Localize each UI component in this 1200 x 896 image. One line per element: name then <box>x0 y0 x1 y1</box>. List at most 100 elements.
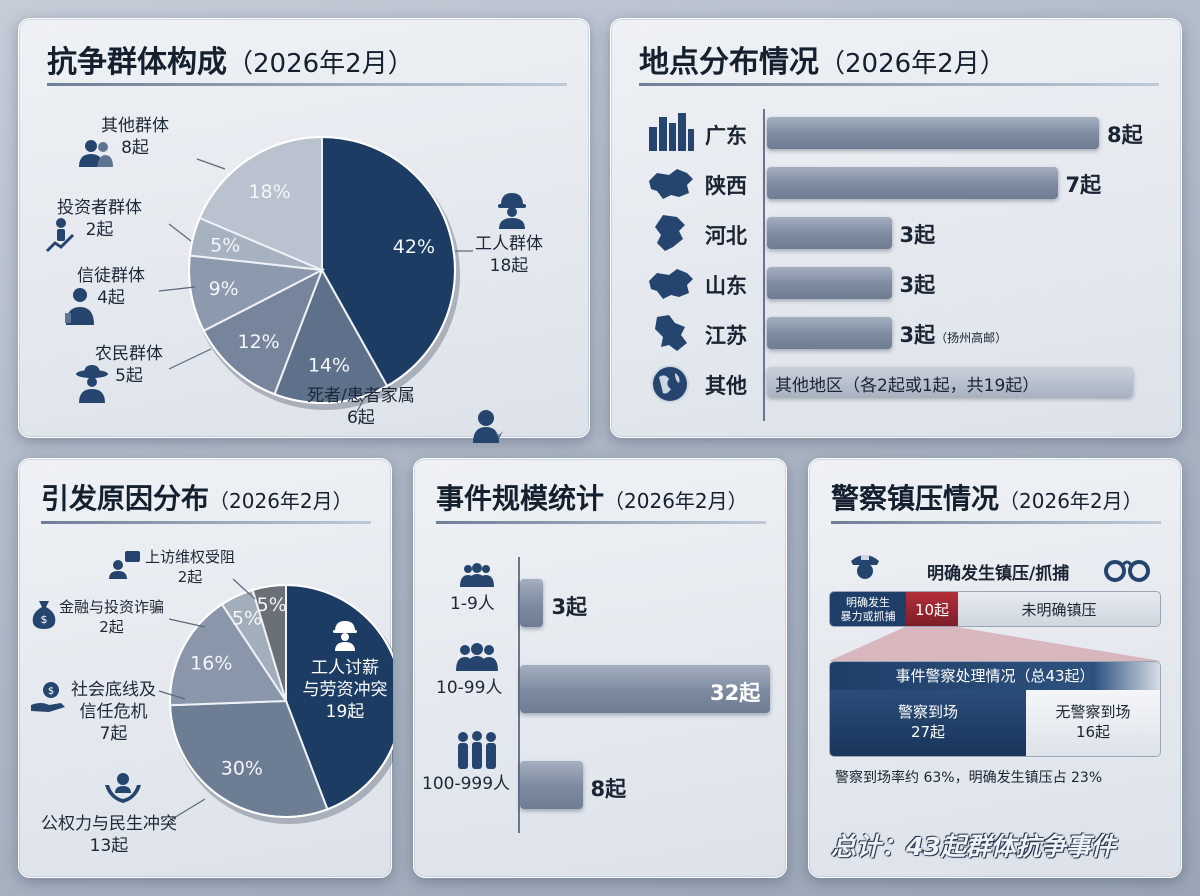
causes-pie-pct-4: 5% <box>257 594 287 616</box>
composition-panel: 抗争群体构成（2026年2月） 42% 14% 12% 9% 5% 18% 工人群体 18… <box>18 18 590 443</box>
connector-wedge <box>829 627 1161 661</box>
causes-title-sub: （2026年2月） <box>209 489 353 513</box>
scale-count-large: 8起 <box>590 777 627 801</box>
label-others-count: 8起 <box>121 138 149 158</box>
label-farmers-name: 农民群体 <box>95 344 163 364</box>
composition-pie-pct-2: 12% <box>237 331 279 353</box>
scale-count-small: 3起 <box>551 595 588 619</box>
cause-public-count: 13起 <box>89 836 129 856</box>
region-label-shaanxi: 陕西 <box>705 174 747 198</box>
police-title-sub: （2026年2月） <box>999 489 1143 513</box>
causes-pie-pct-3: 5% <box>232 608 262 630</box>
causes-leader-0 <box>168 798 206 822</box>
hebei-map-icon <box>655 215 685 251</box>
region-bar-hebei <box>767 217 892 249</box>
region-count-hebei: 3起 <box>899 223 936 247</box>
hands-people-icon <box>105 773 141 803</box>
police-title: 警察镇压情况（2026年2月） <box>831 477 1143 517</box>
cause-petition-count: 2起 <box>177 568 203 586</box>
money-bag-icon: $ <box>32 601 56 629</box>
causes-wedge-label-1: 与劳资冲突 <box>303 680 388 700</box>
label-workers-name: 工人群体 <box>475 234 543 254</box>
police-title-underline <box>831 521 1161 524</box>
handling-absent: 无警察到场 16起 <box>1026 690 1160 756</box>
people-group-icon <box>79 140 113 167</box>
causes-pie-pct-1: 30% <box>221 758 263 780</box>
small-group-icon <box>460 563 494 587</box>
composition-title-sub: （2026年2月） <box>227 49 414 79</box>
cause-finance-count: 2起 <box>99 618 124 636</box>
composition-pie-pct-0: 42% <box>393 236 435 258</box>
composition-title: 抗争群体构成（2026年2月） <box>47 37 414 81</box>
worker-icon <box>498 193 526 229</box>
location-title: 地点分布情况（2026年2月） <box>639 37 1006 81</box>
scale-panel: 事件规模统计（2026年2月） 1-9人 10-99人 100-999人 3起 3… <box>413 458 787 878</box>
large-group-icon <box>458 731 496 769</box>
causes-panel: 引发原因分布（2026年2月） 30% 16% 5% 5% 工人讨薪 与劳资冲突 19起 公… <box>18 458 393 878</box>
scale-axis <box>518 557 520 833</box>
composition-pie-pct-3: 9% <box>209 278 239 300</box>
cause-finance-name: 金融与投资诈骗 <box>59 598 165 616</box>
causes-title: 引发原因分布（2026年2月） <box>41 477 353 517</box>
causes-leader-3 <box>232 578 256 600</box>
police-panel: 警察镇压情况（2026年2月） 明确发生镇压/抓捕 明确发生 暴力或抓捕 10起… <box>808 458 1182 878</box>
believer-icon <box>65 288 94 325</box>
cause-public-name: 公权力与民生冲突 <box>41 814 177 834</box>
composition-leader-5 <box>196 158 226 170</box>
region-other-text: 其他地区（各2起或1起，共19起） <box>775 376 1040 396</box>
police-title-main: 警察镇压情况 <box>831 482 1000 515</box>
region-bar-guangdong <box>767 117 1099 149</box>
scale-bar-small <box>520 579 544 627</box>
region-label-jiangsu: 江苏 <box>705 324 747 348</box>
crackdown-bar: 明确发生 暴力或抓捕 10起 未明确镇压 <box>829 591 1161 627</box>
region-bar-other: 其他地区（各2起或1起，共19起） <box>767 367 1133 397</box>
mourning-woman-icon <box>473 410 503 443</box>
label-farmers-count: 5起 <box>115 366 143 386</box>
label-families-name: 死者/患者家属 <box>307 386 415 406</box>
composition-pie-pct-5: 18% <box>248 181 290 203</box>
causes-title-main: 引发原因分布 <box>41 482 210 515</box>
crackdown-header: 明确发生镇压/抓捕 <box>927 564 1070 584</box>
total-text: 总计：43起群体抗争事件 <box>831 832 1116 861</box>
handcuffs-icon <box>1104 560 1150 582</box>
composition-pie-rim <box>188 136 456 404</box>
causes-wedge-label-0: 工人讨薪 <box>311 658 379 678</box>
svg-text:$: $ <box>41 613 48 626</box>
region-bar-jiangsu <box>767 317 892 349</box>
investor-chart-icon <box>45 218 75 253</box>
scale-label-medium: 10-99人 <box>436 678 503 698</box>
label-believers-count: 4起 <box>97 288 125 308</box>
causes-pie-pct-2: 16% <box>190 653 232 675</box>
composition-leader-4 <box>168 223 192 242</box>
label-believers: 信徒群体 4起 <box>77 265 145 309</box>
composition-title-underline <box>47 83 567 86</box>
label-believers-name: 信徒群体 <box>77 266 145 286</box>
scale-bar-medium <box>520 665 770 713</box>
location-axis <box>763 109 765 421</box>
handling-box: 事件警察处理情况（总43起） 警察到场 27起 无警察到场 16起 <box>829 661 1161 757</box>
crackdown-seg-unclear: 未明确镇压 <box>1021 601 1097 619</box>
label-investors: 投资者群体 2起 <box>57 197 142 241</box>
label-families-count: 6起 <box>346 408 375 428</box>
police-officer-icon <box>851 555 879 579</box>
scale-count-medium: 32起 <box>710 681 761 705</box>
composition-pie-chart: 42% 14% 12% 9% 5% 18% <box>158 135 473 416</box>
scale-title-sub: （2026年2月） <box>604 489 748 513</box>
hand-coin-icon: $ <box>31 682 65 712</box>
crackdown-seg-violent: 明确发生 暴力或抓捕 <box>830 592 906 626</box>
cause-label-petition: 上访维权受阻 2起 <box>145 547 235 587</box>
handling-title: 事件警察处理情况（总43起） <box>830 662 1160 690</box>
svg-text:$: $ <box>48 686 54 697</box>
handling-arrived: 警察到场 27起 <box>830 690 1026 756</box>
crackdown-seg-count: 10起 <box>906 592 958 626</box>
cause-social-name-1: 社会底线及 <box>71 680 156 700</box>
scale-bar-large <box>520 761 583 809</box>
composition-pie-pct-4: 5% <box>210 235 240 257</box>
composition-leader-2 <box>168 348 212 370</box>
composition-leader-1 <box>354 396 366 416</box>
location-title-main: 地点分布情况 <box>639 45 819 80</box>
jiangsu-map-icon <box>655 315 687 351</box>
arrived-count: 27起 <box>910 723 946 741</box>
cause-social-count: 7起 <box>99 724 128 744</box>
absent-count: 16起 <box>1075 723 1111 741</box>
